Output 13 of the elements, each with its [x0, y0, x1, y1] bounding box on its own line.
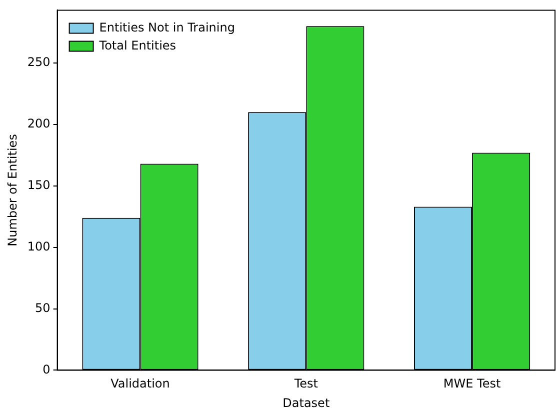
y-tick-label: 200 [27, 116, 50, 131]
legend-label: Total Entities [98, 38, 176, 52]
legend-label: Entities Not in Training [99, 20, 235, 34]
y-tick-label: 250 [27, 55, 50, 70]
y-axis-title: Number of Entities [5, 134, 20, 246]
x-tick-label: MWE Test [443, 376, 501, 391]
y-tick-label: 50 [35, 300, 50, 315]
x-tick-label: Validation [110, 376, 170, 391]
y-tick-label: 0 [42, 362, 50, 376]
y-tick-label: 100 [27, 239, 50, 254]
y-tick-label: 150 [27, 178, 50, 192]
x-tick-label: Test [293, 376, 318, 391]
x-axis-title: Dataset [282, 396, 330, 410]
